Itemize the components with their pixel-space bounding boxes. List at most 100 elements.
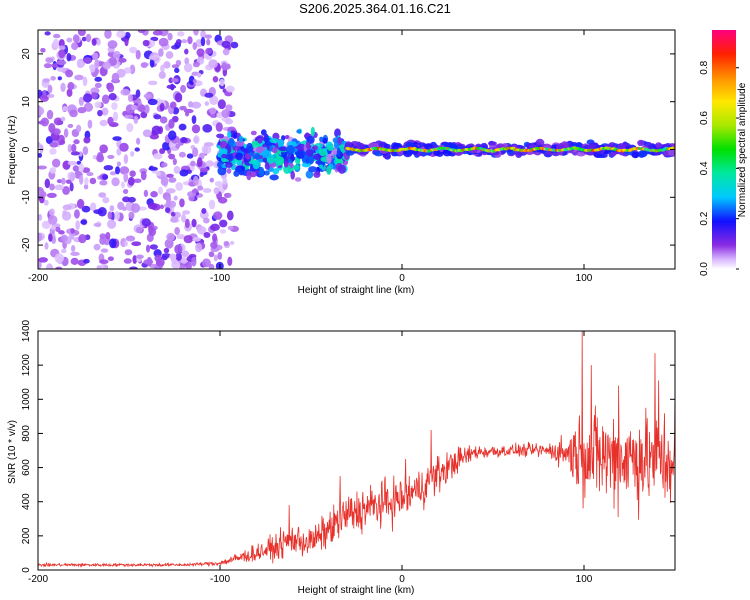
spectrogram-cell — [294, 177, 302, 182]
spectrogram-cell — [200, 37, 206, 47]
spectrogram-cell — [178, 151, 186, 158]
spectrogram-cell — [336, 147, 341, 157]
spectrogram-cell — [166, 232, 175, 242]
spectrogram-cell — [217, 251, 223, 260]
spectrogram-cell — [173, 195, 178, 201]
spectrogram-cell — [193, 30, 199, 36]
spectrogram-cell — [77, 30, 86, 37]
colorbar-tick-label: 0.8 — [699, 60, 710, 74]
spectrogram-cell — [175, 39, 182, 45]
spectrogram-cell — [528, 144, 537, 149]
spectrogram-cell — [192, 147, 199, 158]
spectrogram-cell — [191, 101, 202, 109]
spectrogram-cell — [140, 170, 147, 181]
spectrogram-cell — [84, 177, 89, 186]
spectrogram-cell — [269, 138, 279, 144]
spectrogram-cell — [166, 84, 177, 90]
snr-x-tick-label: 100 — [576, 574, 593, 585]
spectrogram-cell — [38, 165, 47, 170]
spectrogram-cell — [290, 170, 296, 180]
spectrogram-cell — [219, 78, 225, 87]
spectrogram-cell — [252, 159, 261, 170]
spectrogram-cell — [143, 259, 154, 265]
spectrogram-cell — [319, 136, 324, 142]
spectrogram-cell — [337, 164, 347, 174]
spectrogram-cell — [210, 223, 220, 232]
spectrogram-cell — [102, 174, 109, 180]
spectrogram-cell — [254, 153, 261, 160]
spectrogram-cell — [49, 208, 55, 216]
spectrogram-cell — [205, 160, 214, 168]
spectrogram-cell — [369, 142, 378, 148]
colorbar: 0.0 0.2 0.4 0.6 0.8 Normalized spectral ampl… — [699, 30, 748, 276]
spectrogram-cell — [87, 119, 93, 129]
spectrogram-cell — [60, 234, 68, 242]
spectrogram-cell — [169, 253, 177, 260]
spectrogram-cell — [424, 143, 434, 150]
spectrogram-cell — [201, 258, 211, 268]
spectrogram-cell — [56, 60, 67, 66]
spectrogram-cell — [358, 142, 365, 149]
spectrogram-cell — [199, 167, 209, 173]
spectrogram-cell — [208, 251, 215, 258]
spectrogram-cell — [107, 116, 114, 126]
spectrogram-cell — [145, 244, 151, 253]
spectrogram-cell — [39, 191, 47, 198]
spectrogram-cell — [108, 93, 117, 101]
spectrogram-cell — [221, 40, 231, 49]
spectrogram-cell — [39, 144, 44, 154]
spectrogram-cell — [142, 129, 152, 138]
spectrogram-cell — [191, 188, 199, 193]
spectrogram-cell — [147, 98, 158, 106]
spectrogram-cell — [160, 162, 168, 168]
spectrogram-y-tick-label: 0 — [21, 146, 32, 152]
spectrogram-cell — [150, 191, 158, 198]
spectrogram-cell — [79, 175, 84, 185]
spectrogram-cell — [160, 64, 165, 73]
spectrogram-cell — [123, 172, 129, 183]
spectrogram-cell — [170, 211, 176, 217]
spectrogram-cell — [151, 125, 162, 135]
colorbar-ticks: 0.0 0.2 0.4 0.6 0.8 — [699, 60, 739, 276]
spectrogram-cell — [101, 107, 109, 116]
spectrogram-cell — [41, 220, 51, 229]
spectrogram-cell — [109, 238, 117, 249]
spectrogram-cell — [104, 30, 112, 39]
spectrogram-cell — [158, 48, 164, 57]
spectrogram-cell — [337, 136, 342, 146]
snr-y-tick-label: 200 — [21, 527, 32, 544]
spectrogram-cell — [58, 45, 66, 51]
spectrogram-cell — [251, 140, 260, 149]
spectrogram-cell — [62, 204, 72, 211]
spectrogram-cell — [575, 141, 583, 149]
spectrogram-cell — [232, 146, 241, 151]
spectrogram-cell — [326, 165, 332, 175]
spectrogram-cell — [202, 123, 213, 133]
spectrogram-cell — [186, 153, 194, 159]
spectrogram-cell — [433, 149, 441, 157]
spectrogram-cell — [99, 259, 109, 265]
spectrogram-cell — [218, 148, 228, 155]
spectrogram-cell — [127, 94, 133, 103]
spectrogram-cell — [609, 152, 617, 157]
spectrogram-cell — [327, 145, 334, 151]
spectrogram-cell — [48, 122, 56, 133]
spectrogram-cell — [183, 63, 193, 73]
spectrogram-cell — [204, 34, 213, 39]
spectrogram-cell — [172, 106, 180, 115]
spectrogram-cell — [235, 152, 243, 161]
spectrogram-cell — [39, 94, 49, 102]
spectrogram-cell — [78, 233, 87, 244]
spectrogram-cell — [127, 176, 135, 186]
spectrogram-cell — [70, 228, 75, 234]
spectrogram-cell — [230, 41, 239, 49]
spectrogram-cell — [326, 153, 332, 164]
spectrogram-cell — [123, 240, 128, 247]
spectrogram-cell — [313, 171, 321, 178]
spectrogram-cell — [55, 226, 61, 232]
spectrogram-cell — [192, 78, 197, 84]
spectrogram-cell — [143, 104, 150, 114]
spectrogram-cell — [215, 122, 223, 132]
spectrogram-cell — [96, 265, 102, 269]
spectrogram-cell — [48, 233, 53, 242]
